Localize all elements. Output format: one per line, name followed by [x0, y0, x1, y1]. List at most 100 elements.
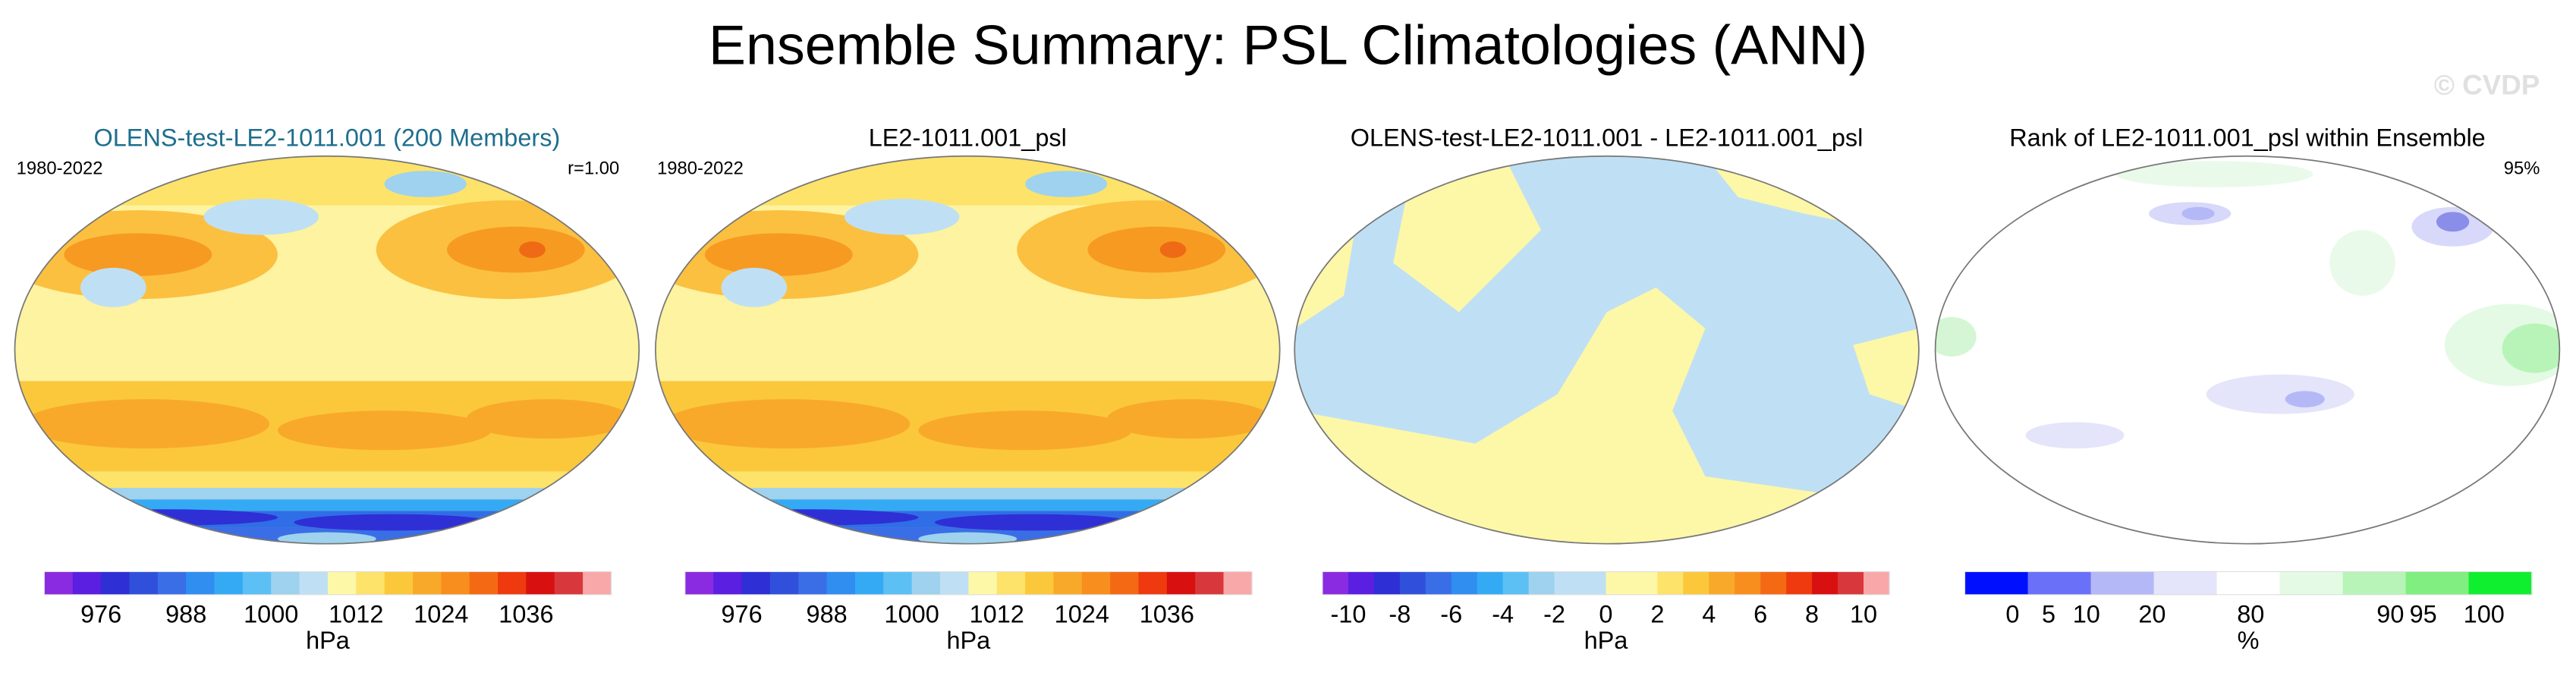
colorbar-swatch — [384, 571, 414, 595]
colorbar-frame — [1964, 571, 2533, 596]
colorbar-swatch — [1373, 571, 1401, 595]
colorbar-swatch — [1399, 571, 1426, 595]
colorbar-tick-label: 10 — [2073, 601, 2100, 628]
colorbar-unit: hPa — [1584, 627, 1629, 654]
colorbar-swatch — [1025, 571, 1055, 595]
field-blob — [1294, 287, 1919, 544]
colorbar-swatch — [1786, 571, 1813, 595]
colorbar-swatch — [2468, 571, 2533, 595]
colorbar-swatch — [554, 571, 583, 595]
field-blob — [294, 514, 492, 531]
colorbar-tick-label: 1012 — [970, 601, 1024, 628]
colorbar-swatch — [854, 571, 884, 595]
field-blob — [277, 410, 492, 451]
colorbar-swatch — [996, 571, 1026, 595]
colorbar-tick-label: 20 — [2138, 601, 2166, 628]
field-blob — [1393, 164, 1541, 313]
colorbar-swatch — [469, 571, 499, 595]
field-blob — [934, 514, 1132, 531]
colorbar-tick-label: -8 — [1389, 601, 1411, 628]
map-outline — [14, 155, 640, 545]
colorbar-tick-label: -6 — [1440, 601, 1462, 628]
colorbar-swatch — [271, 571, 300, 595]
colorbar-swatch — [327, 571, 357, 595]
colorbar-swatch — [2090, 571, 2155, 595]
period-label: 1980-2022 — [17, 158, 103, 178]
field-blob — [2285, 391, 2325, 407]
field-blob — [384, 171, 467, 197]
field-blob — [918, 410, 1132, 451]
colorbar-tick-label: 1036 — [1140, 601, 1194, 628]
colorbar-tick-label: 8 — [1805, 601, 1819, 628]
colorbar-tick-label: 1024 — [414, 601, 468, 628]
map-field — [655, 156, 1280, 544]
colorbar-tick-label: 4 — [1702, 601, 1716, 628]
colorbar-swatch — [1812, 571, 1838, 595]
colorbar-tick-label: 10 — [1850, 601, 1877, 628]
colorbar-tick-label: 1012 — [329, 601, 383, 628]
colorbar-tick-label: -2 — [1543, 601, 1565, 628]
colorbar-swatch — [968, 571, 998, 595]
colorbar-tick-label: 1000 — [885, 601, 939, 628]
map-outline — [1294, 155, 1920, 545]
colorbar-tick-label: 976 — [80, 601, 121, 628]
colorbar-swatch — [741, 571, 771, 595]
field-blob — [697, 527, 779, 541]
colorbar-swatch — [1554, 571, 1581, 595]
field-blob — [1853, 329, 1919, 411]
field-blob — [524, 512, 623, 526]
field-blob — [2025, 422, 2125, 449]
colorbar-swatch — [1451, 571, 1478, 595]
field-blob — [721, 267, 788, 307]
panel-title: OLENS-test-LE2-1011.001 (200 Members) — [93, 124, 560, 152]
colorbar-swatch — [72, 571, 102, 595]
field-blob — [1935, 316, 1977, 357]
colorbar-swatch — [1580, 571, 1607, 595]
colorbar-swatch — [498, 571, 527, 595]
field-blob — [918, 532, 1018, 544]
colorbar-swatch — [1760, 571, 1787, 595]
colorbar-swatch — [2342, 571, 2407, 595]
field-band — [655, 488, 1280, 500]
field-blob — [663, 399, 911, 449]
field-blob — [64, 233, 212, 276]
field-blob — [704, 233, 853, 276]
stat-label: 95% — [2504, 158, 2540, 178]
field-blob — [1165, 512, 1264, 526]
colorbar-frame — [684, 571, 1253, 596]
colorbar-swatch — [1223, 571, 1253, 595]
colorbar-swatch — [2153, 571, 2218, 595]
colorbar-tick-label: 6 — [1754, 601, 1767, 628]
map-field — [1935, 156, 2560, 544]
colorbar-tick-label: 1036 — [499, 601, 553, 628]
field-band — [655, 499, 1280, 511]
colorbar-tick-label: -4 — [1492, 601, 1514, 628]
colorbar-swatch — [911, 571, 941, 595]
colorbar-tick-label: 95 — [2410, 601, 2437, 628]
map-field — [1294, 156, 1919, 544]
field-blob — [2115, 161, 2313, 187]
field-blob — [203, 199, 319, 235]
colorbar-tick-label: 80 — [2237, 601, 2264, 628]
colorbar-swatch — [1631, 571, 1659, 595]
colorbar-swatch — [129, 571, 159, 595]
colorbar-swatch — [1477, 571, 1504, 595]
map-outline — [655, 155, 1281, 545]
colorbar-swatch — [883, 571, 913, 595]
watermark: © CVDP — [2434, 69, 2540, 100]
field-blob — [1087, 226, 1226, 273]
colorbar-swatch — [214, 571, 244, 595]
colorbar-swatch — [1195, 571, 1225, 595]
colorbar-tick-label: 90 — [2376, 601, 2404, 628]
colorbar-tick-label: 988 — [807, 601, 848, 628]
colorbar-swatch — [1425, 571, 1452, 595]
field-blob — [55, 527, 138, 541]
colorbar-swatch — [186, 571, 215, 595]
colorbar-swatch — [526, 571, 555, 595]
colorbar-swatch — [1053, 571, 1083, 595]
field-band — [655, 156, 1280, 206]
colorbar-swatch — [684, 571, 714, 595]
colorbar-swatch — [101, 571, 131, 595]
field-band — [14, 156, 640, 206]
